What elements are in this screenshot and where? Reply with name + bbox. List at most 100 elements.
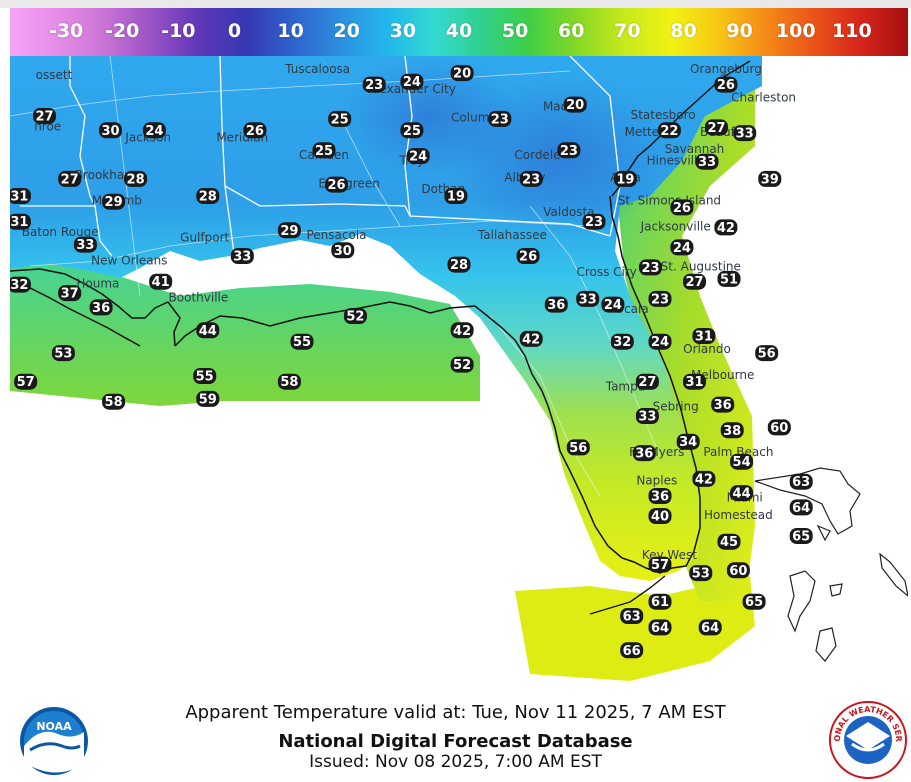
temperature-value-text: 58	[280, 375, 298, 390]
temperature-value-text: 28	[127, 172, 145, 187]
temperature-value-text: 23	[491, 112, 509, 127]
temperature-value: 41	[149, 273, 173, 290]
colorbar-label: 60	[558, 20, 585, 42]
temperature-value: 60	[767, 419, 791, 436]
temperature-value-text: 33	[76, 238, 94, 253]
temperature-value-badge	[648, 290, 672, 307]
temperature-value-text: 42	[717, 221, 735, 236]
temperature-value: 36	[544, 296, 568, 313]
temperature-value-text: 53	[54, 347, 72, 362]
temperature-value-badge	[613, 170, 637, 187]
temperature-value: 57	[14, 373, 38, 390]
temperature-value-text: 57	[17, 375, 35, 390]
temperature-value-badge	[726, 562, 750, 579]
temperature-value-text: 23	[585, 215, 603, 230]
temperature-value-badge	[99, 122, 122, 139]
temperature-value-text: 26	[717, 78, 735, 93]
temperature-value-badge	[648, 333, 672, 350]
temperature-value-text: 55	[196, 370, 214, 385]
temperature-value-badge	[102, 393, 126, 410]
map-panel: ossettnroeJacksonMeridianTuscaloosaAlexa…	[7, 55, 909, 696]
city-label: Houma	[76, 276, 119, 290]
temperature-value-text: 65	[745, 595, 763, 610]
keys-water-shading	[515, 576, 755, 681]
temperature-value: 36	[632, 445, 656, 462]
temperature-value-badge	[670, 239, 694, 256]
colorbar-label: 30	[389, 20, 417, 42]
colorbar-label: 40	[445, 20, 473, 42]
temperature-value: 54	[730, 453, 754, 470]
temperature-value: 34	[676, 433, 700, 450]
temperature-value: 31	[692, 328, 716, 345]
temperature-value: 60	[726, 562, 750, 579]
temperature-value-badge	[519, 330, 543, 347]
temperature-value-text: 45	[720, 535, 738, 550]
noaa-logo-text: NOAA	[36, 720, 72, 733]
temperature-value-text: 27	[707, 121, 725, 136]
temperature-value: 55	[193, 368, 217, 385]
city-label: Sebring	[653, 399, 699, 413]
temperature-value-text: 31	[695, 330, 713, 345]
temperature-value-text: 33	[579, 292, 597, 307]
temperature-value-badge	[325, 176, 348, 193]
temperature-value-text: 51	[720, 272, 738, 287]
temperature-value-badge	[33, 108, 56, 124]
temperature-value-badge	[692, 328, 716, 344]
temperature-value-badge	[51, 345, 75, 362]
temperature-value-badge	[89, 299, 113, 316]
colorbar-label: 80	[670, 20, 697, 42]
temperature-value-text: 23	[651, 292, 669, 307]
gulf-water-shading	[10, 256, 480, 406]
temperature-value: 36	[89, 299, 113, 316]
temperature-value: 26	[714, 76, 738, 93]
temperature-value-badge	[648, 619, 672, 636]
map-issued-time: Issued: Nov 08 2025, 7:00 AM EST	[309, 752, 602, 772]
temperature-value-text: 54	[733, 455, 751, 470]
temperature-value: 31	[7, 213, 31, 230]
city-label: St. Simons Island	[618, 194, 721, 208]
bahamas-outline	[754, 467, 909, 662]
temperature-value-badge	[711, 396, 735, 413]
temperature-value: 61	[648, 593, 672, 610]
temperature-value: 39	[758, 170, 782, 187]
temperature-value: 37	[58, 285, 82, 302]
temperature-value: 32	[7, 276, 31, 293]
temperature-value-text: 27	[35, 110, 53, 125]
temperature-value: 33	[635, 408, 659, 425]
temperature-value-badge	[277, 222, 301, 239]
temperature-value-badge	[714, 219, 738, 236]
temperature-value: 23	[488, 110, 512, 127]
temperature-value-badge	[149, 273, 173, 290]
temperature-value-badge	[698, 619, 722, 636]
city-label: Orlando	[683, 342, 731, 356]
temperature-value-text: 57	[651, 558, 669, 573]
temperature-value-text: 36	[635, 447, 653, 462]
temperature-value-text: 66	[623, 644, 641, 659]
temperature-value-badge	[7, 213, 31, 230]
temperature-value: 20	[563, 96, 587, 113]
temperature-value-badge	[620, 608, 644, 624]
city-label: Tallahassee	[477, 228, 547, 242]
city-label: Tampa	[605, 379, 645, 393]
temperature-value-badge	[450, 356, 474, 373]
temperature-value-badge	[648, 488, 672, 504]
temperature-value-badge	[717, 270, 741, 287]
temperature-value: 53	[689, 565, 713, 582]
temperature-value-badge	[7, 276, 31, 293]
city-label: Metter	[625, 125, 665, 139]
temperature-value-badge	[582, 213, 606, 230]
colorbar-label: 90	[726, 20, 753, 42]
temperature-value: 28	[447, 256, 471, 273]
temperature-value: 19	[444, 188, 468, 205]
temperature-value-badge	[692, 470, 716, 487]
temperature-value-badge	[601, 296, 625, 313]
temperature-value-text: 19	[447, 190, 465, 205]
city-label: Savannah	[665, 142, 725, 156]
temperature-value-text: 27	[685, 275, 703, 290]
temperature-value-text: 63	[623, 610, 641, 625]
temperature-value: 66	[620, 642, 644, 659]
city-label: Melbourne	[691, 368, 754, 382]
city-label: Valdosta	[543, 205, 594, 219]
temperature-value-badge	[362, 76, 386, 93]
